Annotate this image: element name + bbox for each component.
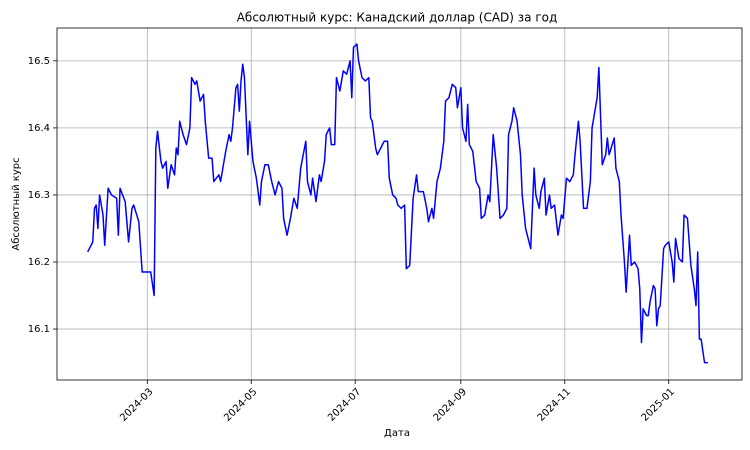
chart-title: Абсолютный курс: Канадский доллар (CAD) … (237, 11, 558, 25)
data-line (87, 43, 708, 364)
y-tick-label: 16.1 (28, 324, 50, 335)
y-axis-label: Абсолютный курс (11, 157, 22, 250)
y-tick-label: 16.5 (28, 56, 50, 67)
x-axis-label: Дата (384, 428, 410, 439)
y-tick-label: 16.4 (28, 123, 50, 134)
y-tick-label: 16.2 (28, 257, 50, 268)
y-tick-label: 16.3 (28, 190, 50, 201)
plot-frame (56, 27, 743, 381)
